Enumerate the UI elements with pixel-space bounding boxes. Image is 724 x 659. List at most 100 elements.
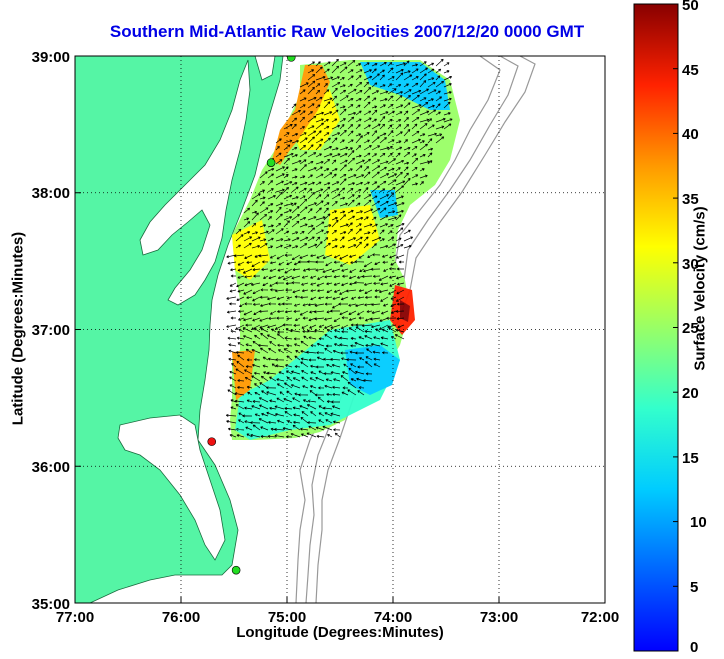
velocity-arrow xyxy=(339,245,345,249)
velocity-arrow xyxy=(395,119,402,123)
velocity-arrow xyxy=(386,316,397,320)
velocity-arrow xyxy=(371,165,381,172)
velocity-arrow xyxy=(315,138,324,144)
velocity-arrow xyxy=(308,425,317,431)
velocity-arrow xyxy=(245,323,253,327)
velocity-arrow xyxy=(323,125,330,130)
velocity-arrow xyxy=(292,406,301,410)
velocity-arrow xyxy=(284,336,293,340)
velocity-arrow xyxy=(301,376,309,382)
velocity-arrow xyxy=(301,411,309,417)
velocity-arrow xyxy=(276,378,285,382)
chesapeake-bay xyxy=(139,59,251,306)
velocity-arrow xyxy=(387,173,397,179)
velocity-arrow xyxy=(259,207,269,214)
velocity-arrow xyxy=(260,435,269,439)
velocity-arrow xyxy=(283,220,290,228)
velocity-arrow xyxy=(370,317,381,321)
velocity-arrow xyxy=(242,414,253,418)
velocity-arrow xyxy=(387,83,392,88)
velocity-arrow xyxy=(226,324,237,328)
colorbar-tick-label: 15 xyxy=(682,450,699,467)
velocity-arrow xyxy=(363,261,373,268)
velocity-arrow xyxy=(310,282,317,286)
velocity-arrow xyxy=(326,289,333,293)
velocity-arrow xyxy=(243,217,250,221)
velocity-arrow xyxy=(291,220,300,228)
velocity-arrow xyxy=(230,316,237,320)
velocity-arrow xyxy=(235,404,245,410)
velocity-arrow xyxy=(403,229,411,235)
velocity-arrow xyxy=(314,317,325,321)
velocity-arrow xyxy=(259,181,265,186)
velocity-arrow xyxy=(306,329,317,333)
velocity-arrow xyxy=(357,390,365,396)
velocity-arrow xyxy=(330,357,341,361)
velocity-arrow xyxy=(227,336,237,340)
velocity-arrow xyxy=(315,268,325,272)
stations xyxy=(207,56,296,575)
velocity-arrow xyxy=(231,362,237,368)
velocity-arrow xyxy=(291,281,301,285)
velocity-arrow xyxy=(291,139,299,144)
velocity-arrow xyxy=(324,317,333,321)
velocity-arrow xyxy=(361,274,373,278)
velocity-arrow xyxy=(315,365,325,369)
velocity-arrow xyxy=(435,111,441,116)
velocity-arrow xyxy=(229,384,237,389)
velocity-arrow xyxy=(354,281,365,285)
velocity-arrow xyxy=(318,386,325,390)
velocity-arrow xyxy=(371,73,380,81)
velocity-arrow xyxy=(347,139,354,144)
velocity-arrow xyxy=(411,89,422,95)
velocity-arrow xyxy=(260,426,269,431)
velocity-arrow xyxy=(246,296,253,300)
velocity-arrow xyxy=(396,302,405,306)
velocity-arrow xyxy=(260,288,269,292)
velocity-arrow xyxy=(341,391,349,396)
velocity-arrow xyxy=(298,260,309,264)
velocity-arrow xyxy=(279,391,285,396)
y-tick-label: 35:00 xyxy=(32,596,70,613)
velocity-arrow xyxy=(237,386,245,390)
velocity-arrow xyxy=(355,118,362,123)
velocity-arrow xyxy=(315,181,322,186)
velocity-arrow xyxy=(235,427,245,431)
velocity-arrow xyxy=(315,173,324,179)
velocity-arrow xyxy=(332,349,341,354)
velocity-arrow xyxy=(411,130,420,137)
velocity-arrow xyxy=(299,187,307,193)
velocity-arrow xyxy=(403,146,411,151)
velocity-arrow xyxy=(299,223,308,228)
velocity-arrow xyxy=(379,173,390,179)
velocity-arrow xyxy=(363,379,373,383)
velocity-arrow xyxy=(331,238,338,242)
velocity-arrow xyxy=(363,131,370,137)
velocity-arrow xyxy=(343,363,349,368)
velocity-arrow xyxy=(242,268,253,274)
velocity-arrow xyxy=(379,137,387,144)
velocity-arrow xyxy=(250,433,261,438)
velocity-arrow xyxy=(382,254,389,258)
velocity-arrow xyxy=(359,357,365,361)
velocity-arrow xyxy=(358,254,365,259)
velocity-arrow xyxy=(244,282,253,287)
velocity-arrow xyxy=(251,324,261,330)
velocity-arrow xyxy=(323,372,333,376)
velocity-arrow xyxy=(363,124,371,130)
velocity-arrow xyxy=(347,237,356,242)
velocity-arrow xyxy=(268,275,277,280)
velocity-arrow xyxy=(291,245,299,249)
velocity-arrow xyxy=(371,216,377,221)
velocity-arrow xyxy=(325,261,333,267)
velocity-arrow xyxy=(299,151,308,158)
velocity-arrow xyxy=(275,166,285,172)
x-axis-label: Longitude (Degrees:Minutes) xyxy=(236,624,444,641)
velocity-arrow xyxy=(331,132,341,137)
velocity-arrow xyxy=(307,160,314,165)
velocity-arrow xyxy=(301,433,309,438)
velocity-arrow xyxy=(294,355,301,361)
velocity-arrow xyxy=(395,160,405,165)
velocity-arrow xyxy=(326,363,333,368)
velocity-arrow xyxy=(403,177,411,186)
